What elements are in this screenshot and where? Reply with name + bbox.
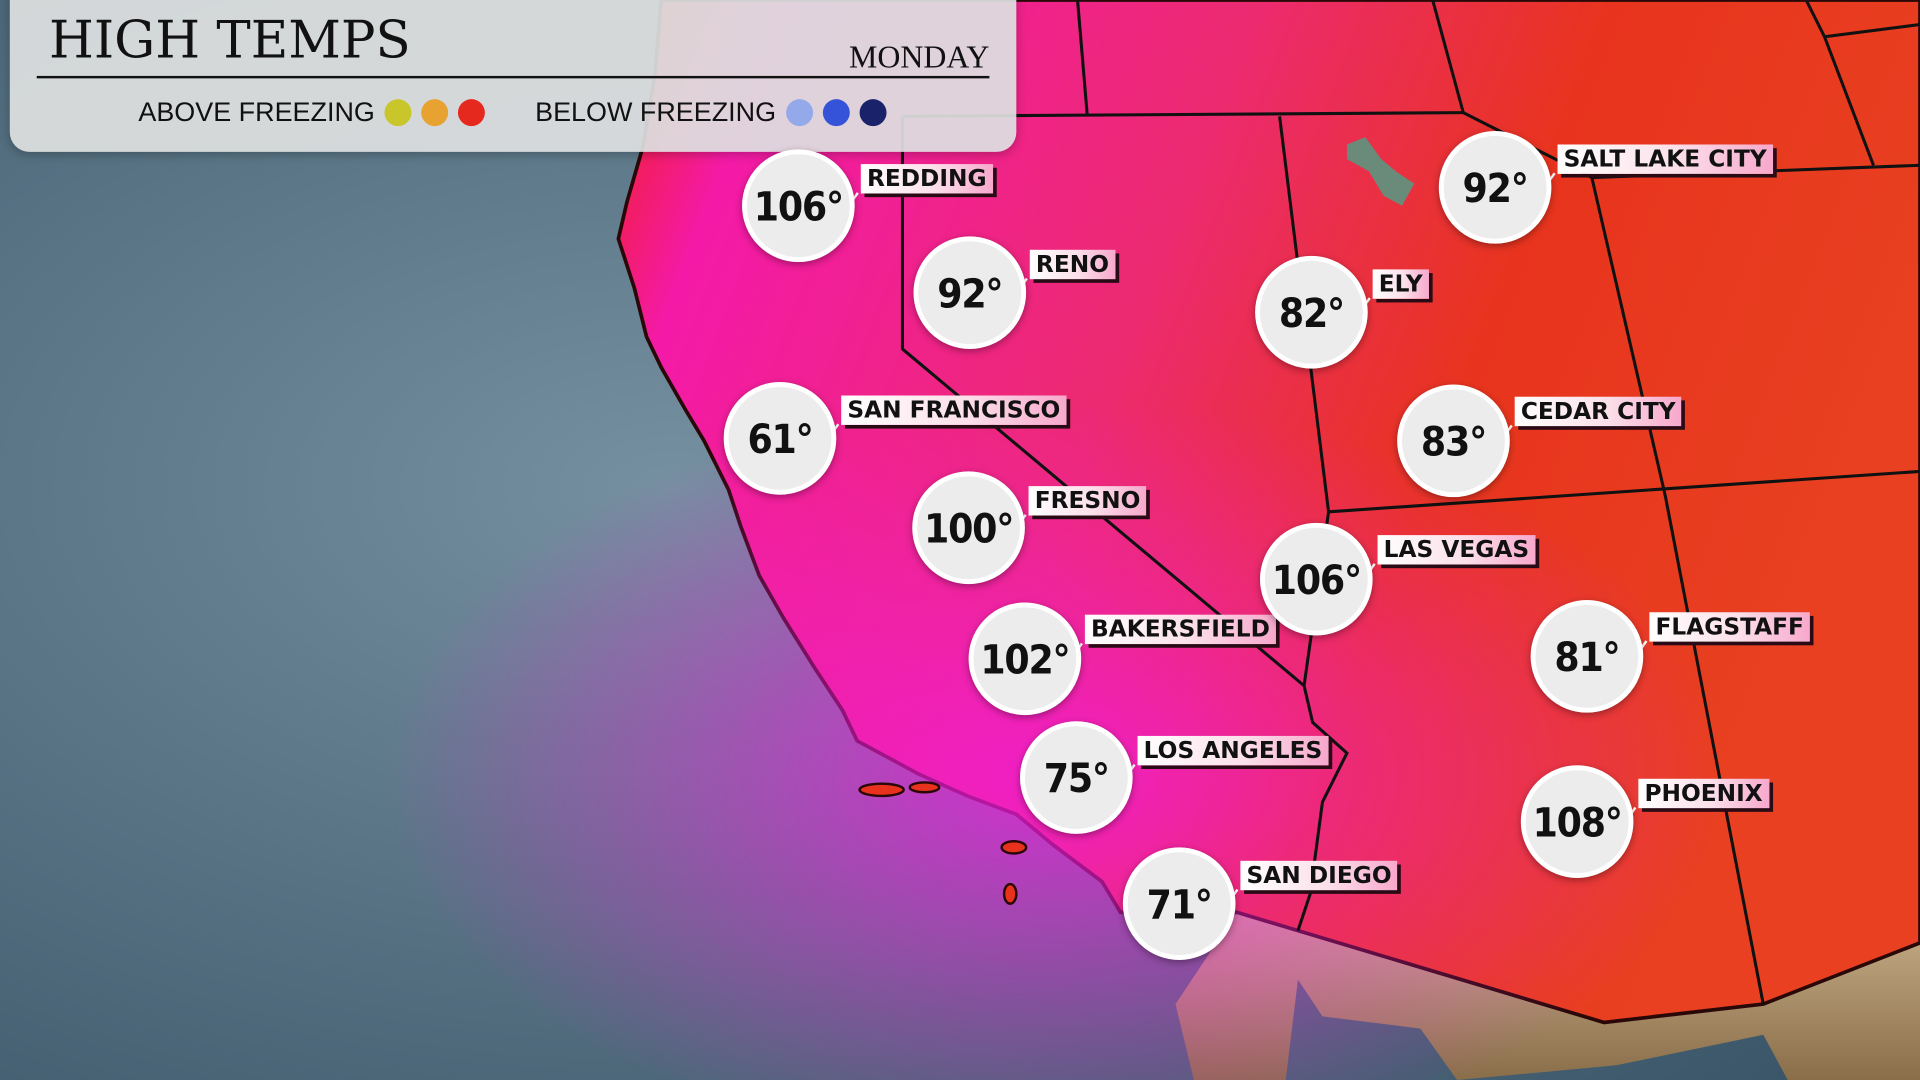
- city-label: REDDING: [860, 164, 993, 194]
- temperature-bubble: 100°: [912, 471, 1025, 585]
- legend-dot-icon: [822, 99, 850, 127]
- temperature-bubble: 106°: [742, 149, 855, 263]
- temperature-bubble: 81°: [1530, 600, 1644, 713]
- temperature-bubble: 83°: [1397, 384, 1510, 498]
- temperature-bubble: 71°: [1122, 847, 1236, 961]
- legend-above-freezing: ABOVE FREEZING: [138, 96, 486, 129]
- city-label: LAS VEGAS: [1377, 535, 1536, 565]
- header-divider: [36, 75, 990, 79]
- header-panel: HIGH TEMPS MONDAY ABOVE FREEZING BELOW F…: [9, 0, 1017, 152]
- legend-above-label: ABOVE FREEZING: [138, 96, 375, 128]
- temperature-bubble: 108°: [1520, 765, 1634, 878]
- islands: [858, 781, 1028, 905]
- city-label: FLAGSTAFF: [1649, 612, 1811, 642]
- city-label: SALT LAKE CITY: [1557, 144, 1773, 174]
- city-label: SAN FRANCISCO: [841, 395, 1067, 425]
- temperature-bubble: 82°: [1255, 255, 1368, 369]
- city-label: FRESNO: [1028, 486, 1147, 516]
- temperature-bubble: 75°: [1020, 721, 1133, 834]
- city-label: PHOENIX: [1638, 778, 1769, 809]
- page-title: HIGH TEMPS: [48, 9, 411, 70]
- legend-dot-icon: [384, 99, 412, 127]
- city-label: LOS ANGELES: [1137, 735, 1329, 766]
- forecast-day: MONDAY: [849, 39, 990, 75]
- legend-dot-icon: [458, 99, 486, 127]
- temperature-bubble: 92°: [1438, 131, 1552, 244]
- temperature-bubble: 61°: [723, 382, 837, 495]
- legend-dot-icon: [421, 99, 449, 127]
- temperature-bubble: 92°: [913, 236, 1027, 349]
- legend-dot-icon: [859, 99, 887, 127]
- legend-below-label: BELOW FREEZING: [535, 96, 777, 128]
- legend-dot-icon: [785, 99, 813, 127]
- legend-below-freezing: BELOW FREEZING: [535, 96, 887, 129]
- great-salt-lake: [1346, 137, 1415, 206]
- city-label: BAKERSFIELD: [1084, 614, 1277, 645]
- temperature-bubble: 106°: [1260, 522, 1373, 636]
- temperature-bubble: 102°: [968, 602, 1082, 716]
- city-label: CEDAR CITY: [1514, 396, 1682, 427]
- city-label: RENO: [1029, 249, 1116, 280]
- city-label: SAN DIEGO: [1240, 860, 1398, 891]
- city-label: ELY: [1372, 269, 1429, 299]
